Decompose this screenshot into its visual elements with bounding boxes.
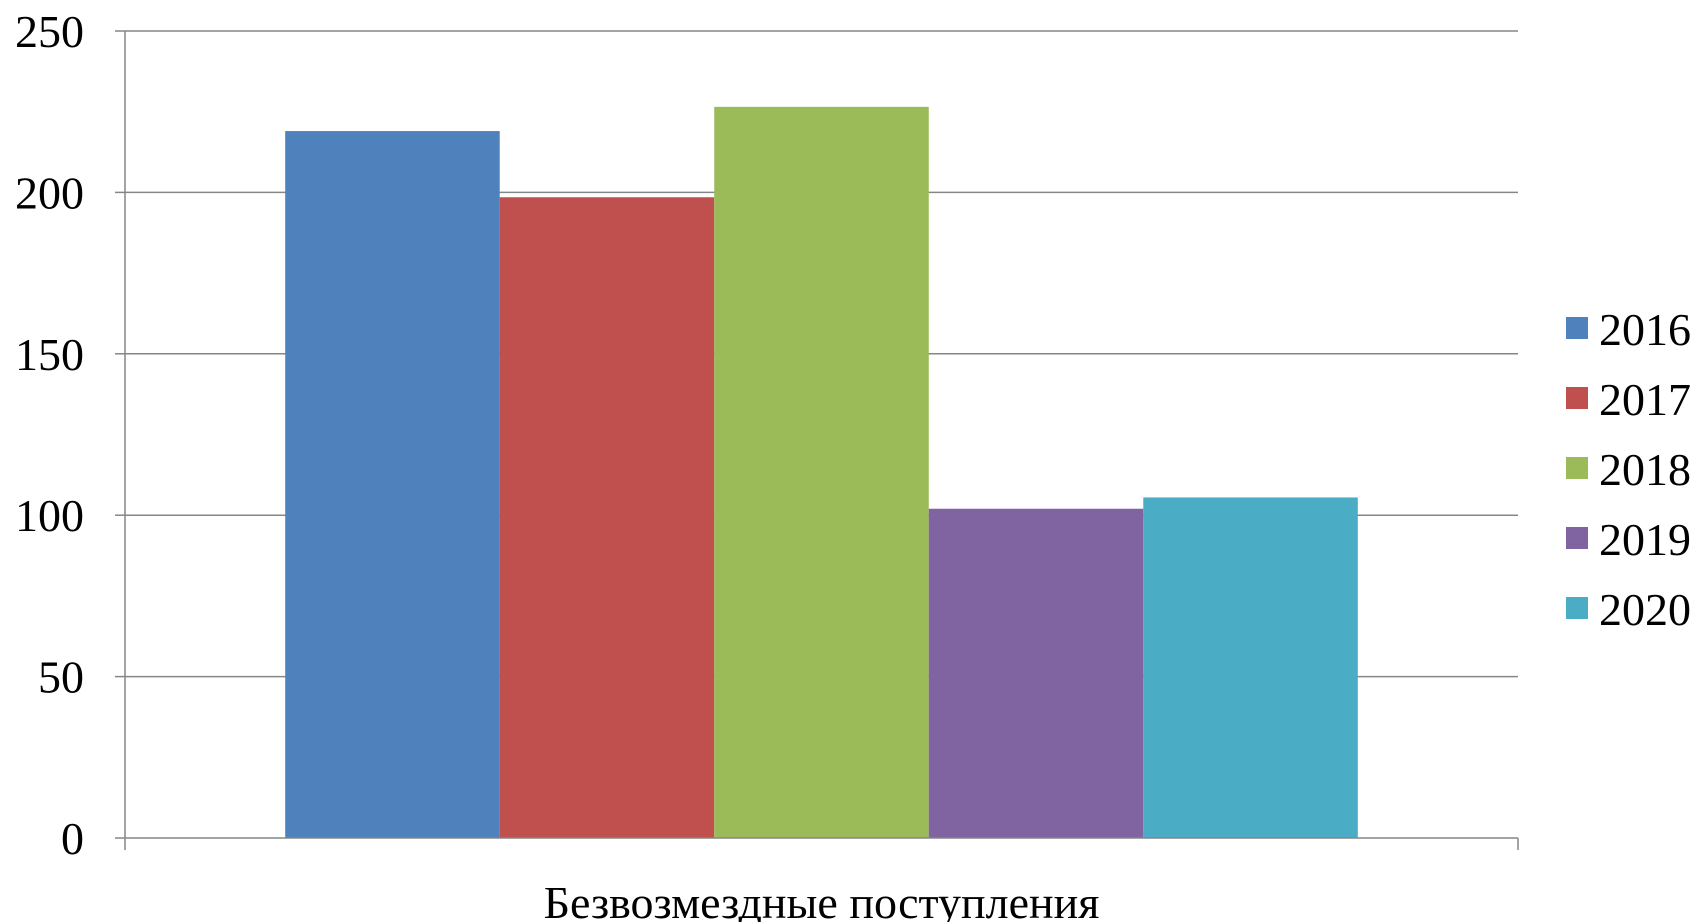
legend: 2016 2017 2018 2019 2020 [1566, 304, 1691, 635]
legend-label: 2018 [1599, 444, 1691, 495]
legend-label: 2016 [1599, 304, 1691, 355]
y-tick-label: 250 [15, 6, 84, 57]
y-tick-label: 200 [15, 167, 84, 218]
bar-2018 [714, 106, 929, 838]
bar-2017 [499, 197, 715, 838]
y-tick-label: 100 [15, 490, 84, 541]
bar-2020 [1143, 497, 1358, 838]
legend-swatch-2016 [1566, 317, 1588, 339]
x-category-labels: Безвозмездные поступления [544, 877, 1100, 922]
axes [115, 30, 1519, 850]
y-tick-label: 150 [15, 329, 84, 380]
y-tick-label: 0 [61, 813, 84, 864]
bar-2016 [285, 131, 500, 838]
legend-label: 2020 [1599, 584, 1691, 635]
y-tick-labels: 0 50 100 150 200 250 [15, 6, 84, 864]
bars [285, 106, 1358, 838]
legend-swatch-2019 [1566, 527, 1588, 549]
legend-label: 2017 [1599, 374, 1691, 425]
legend-swatch-2020 [1566, 597, 1588, 619]
legend-label: 2019 [1599, 514, 1691, 565]
y-tick-label: 50 [38, 652, 84, 703]
x-category-label: Безвозмездные поступления [544, 877, 1100, 922]
bar-2019 [928, 508, 1144, 838]
legend-swatch-2017 [1566, 387, 1588, 409]
legend-swatch-2018 [1566, 457, 1588, 479]
